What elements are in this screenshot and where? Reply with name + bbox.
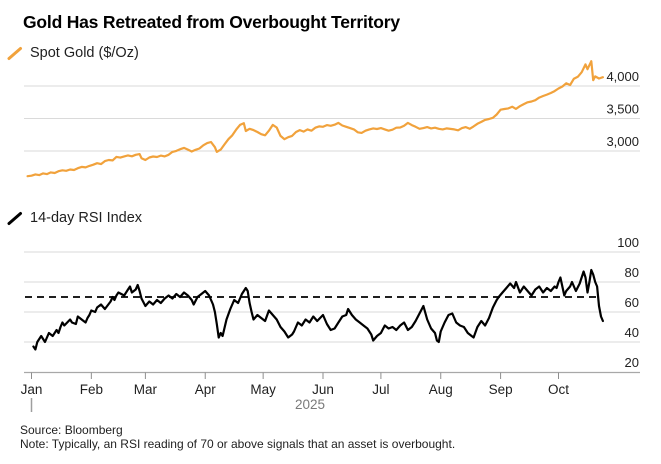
year-label: 2025 (295, 397, 325, 412)
chart-title: Gold Has Retreated from Overbought Terri… (23, 12, 400, 32)
x-tick-label: Aug (429, 382, 453, 397)
legend-spot-gold: Spot Gold ($/Oz) (7, 45, 139, 61)
legend-rsi: 14-day RSI Index (7, 210, 142, 226)
legend-rsi-label: 14-day RSI Index (30, 210, 143, 226)
rsi-y-tick-label: 20 (625, 355, 639, 370)
gold-y-tick-label: 3,000 (606, 134, 639, 149)
rsi-line-icon (7, 211, 22, 225)
rsi-y-tick-label: 60 (625, 295, 639, 310)
x-tick-label: Feb (80, 382, 103, 397)
note-text: Note: Typically, an RSI reading of 70 or… (20, 437, 456, 451)
spot-gold-line (26, 60, 605, 178)
rsi-y-tick-label: 80 (625, 265, 639, 280)
x-tick-label: Jan (21, 382, 43, 397)
x-tick-label: Oct (548, 382, 569, 397)
gold-y-tick-label: 4,000 (606, 69, 639, 84)
rsi-y-tick-label: 100 (617, 235, 639, 250)
x-tick-label: Apr (195, 382, 217, 397)
rsi-y-tick-label: 40 (625, 325, 639, 340)
gold-y-tick-label: 3,500 (606, 102, 639, 117)
chart-footer: Source: Bloomberg Note: Typically, an RS… (20, 423, 455, 451)
x-tick-label: Jun (312, 382, 334, 397)
x-tick-label: Mar (134, 382, 158, 397)
spot-gold-line-icon (7, 46, 22, 60)
rsi-line (32, 268, 605, 351)
legend-spot-gold-label: Spot Gold ($/Oz) (30, 45, 139, 61)
x-tick-label: May (250, 382, 276, 397)
source-text: Source: Bloomberg (20, 423, 123, 437)
x-tick-label: Jul (372, 382, 389, 397)
x-tick-label: Sep (489, 382, 513, 397)
